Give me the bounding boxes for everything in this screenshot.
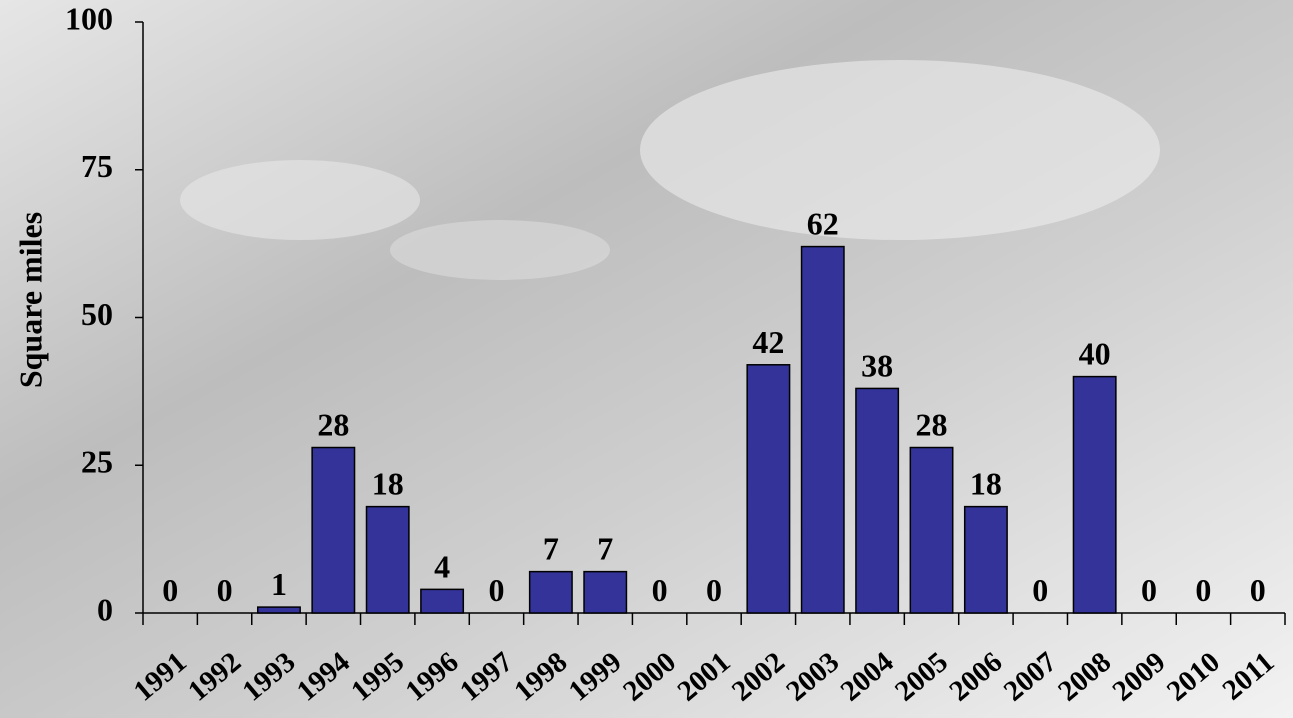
bar	[311, 446, 356, 614]
value-label: 0	[162, 572, 178, 608]
value-label: 0	[217, 572, 233, 608]
background-shape	[640, 60, 1160, 240]
y-tick-label: 100	[65, 0, 113, 36]
y-tick-label: 0	[97, 591, 113, 627]
value-label: 0	[652, 572, 668, 608]
value-label: 62	[807, 206, 839, 242]
value-label: 0	[1141, 572, 1157, 608]
bar	[420, 588, 465, 614]
bar	[528, 570, 573, 614]
y-tick-label: 75	[81, 148, 113, 184]
bar	[800, 245, 845, 614]
bar	[1072, 375, 1117, 614]
value-label: 7	[597, 531, 613, 567]
value-label: 7	[543, 531, 559, 567]
y-tick-label: 25	[81, 444, 113, 480]
value-label: 18	[372, 466, 404, 502]
bar	[256, 606, 301, 614]
value-label: 38	[861, 347, 893, 383]
y-axis-label: Square miles	[12, 212, 48, 388]
value-label: 42	[752, 324, 784, 360]
y-tick-label: 50	[81, 296, 113, 332]
bar	[365, 505, 410, 614]
value-label: 1	[271, 566, 287, 602]
bar	[583, 570, 628, 614]
value-label: 18	[970, 466, 1002, 502]
value-label: 4	[434, 548, 450, 584]
value-label: 28	[916, 407, 948, 443]
value-label: 0	[1195, 572, 1211, 608]
value-label: 28	[317, 407, 349, 443]
value-label: 0	[1250, 572, 1266, 608]
bar	[963, 505, 1008, 614]
bar	[855, 387, 900, 614]
value-label: 40	[1079, 336, 1111, 372]
bar	[746, 364, 791, 614]
bar	[909, 446, 954, 614]
value-label: 0	[706, 572, 722, 608]
value-label: 0	[488, 572, 504, 608]
background-shape	[180, 160, 420, 240]
value-label: 0	[1032, 572, 1048, 608]
background-shape	[390, 220, 610, 280]
